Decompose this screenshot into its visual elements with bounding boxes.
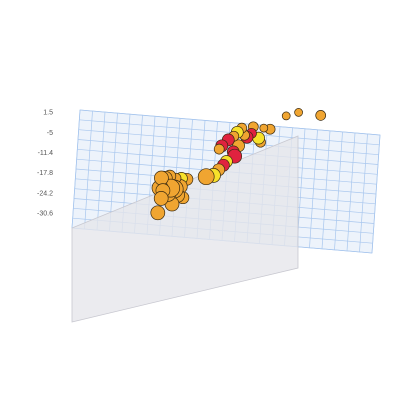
- floor-grid-line: [79, 109, 381, 136]
- y-tick-label: -24.2: [37, 190, 53, 197]
- data-point: [197, 168, 215, 186]
- data-point: [154, 170, 169, 186]
- data-point: [150, 205, 166, 221]
- y-tick-label: -17.8: [37, 170, 53, 177]
- y-tick-label: -5: [47, 130, 53, 137]
- data-point: [294, 108, 303, 117]
- y-axis-ticks: 1.5 -5 -11.4 -17.8 -24.2 -30.6: [37, 110, 53, 218]
- data-point: [259, 123, 269, 133]
- data-point: [315, 110, 327, 121]
- y-tick-label: -11.4: [38, 150, 54, 157]
- data-point: [281, 111, 291, 121]
- y-tick-label: -30.6: [37, 211, 53, 218]
- y-tick-label: 1.5: [43, 110, 53, 117]
- data-points: [150, 108, 327, 221]
- floor-grid-line: [79, 119, 380, 146]
- data-point: [153, 191, 169, 206]
- data-point: [213, 143, 225, 155]
